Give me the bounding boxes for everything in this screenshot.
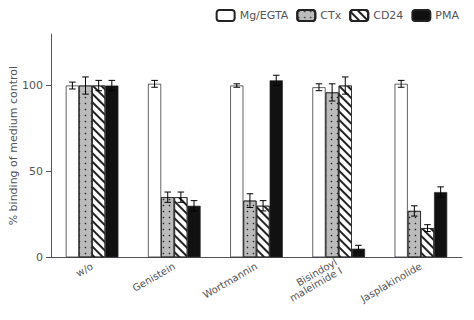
svg-text:Wortmannin: Wortmannin bbox=[201, 261, 259, 301]
svg-text:0: 0 bbox=[36, 251, 43, 264]
svg-text:50: 50 bbox=[29, 165, 43, 178]
svg-text:Bisindoyl: Bisindoyl bbox=[294, 256, 339, 289]
svg-text:PMA: PMA bbox=[435, 9, 459, 22]
svg-text:Genistein: Genistein bbox=[131, 261, 178, 294]
svg-text:% binding of medium control: % binding of medium control bbox=[7, 66, 20, 225]
svg-text:Jasplakinolide: Jasplakinolide bbox=[358, 261, 424, 305]
svg-text:Mg/EGTA: Mg/EGTA bbox=[240, 9, 289, 22]
svg-text:maleimide I: maleimide I bbox=[288, 265, 344, 304]
svg-text:100: 100 bbox=[22, 79, 43, 92]
svg-text:CD24: CD24 bbox=[373, 9, 403, 22]
svg-text:CTx: CTx bbox=[320, 9, 341, 22]
svg-text:w/o: w/o bbox=[74, 261, 95, 279]
